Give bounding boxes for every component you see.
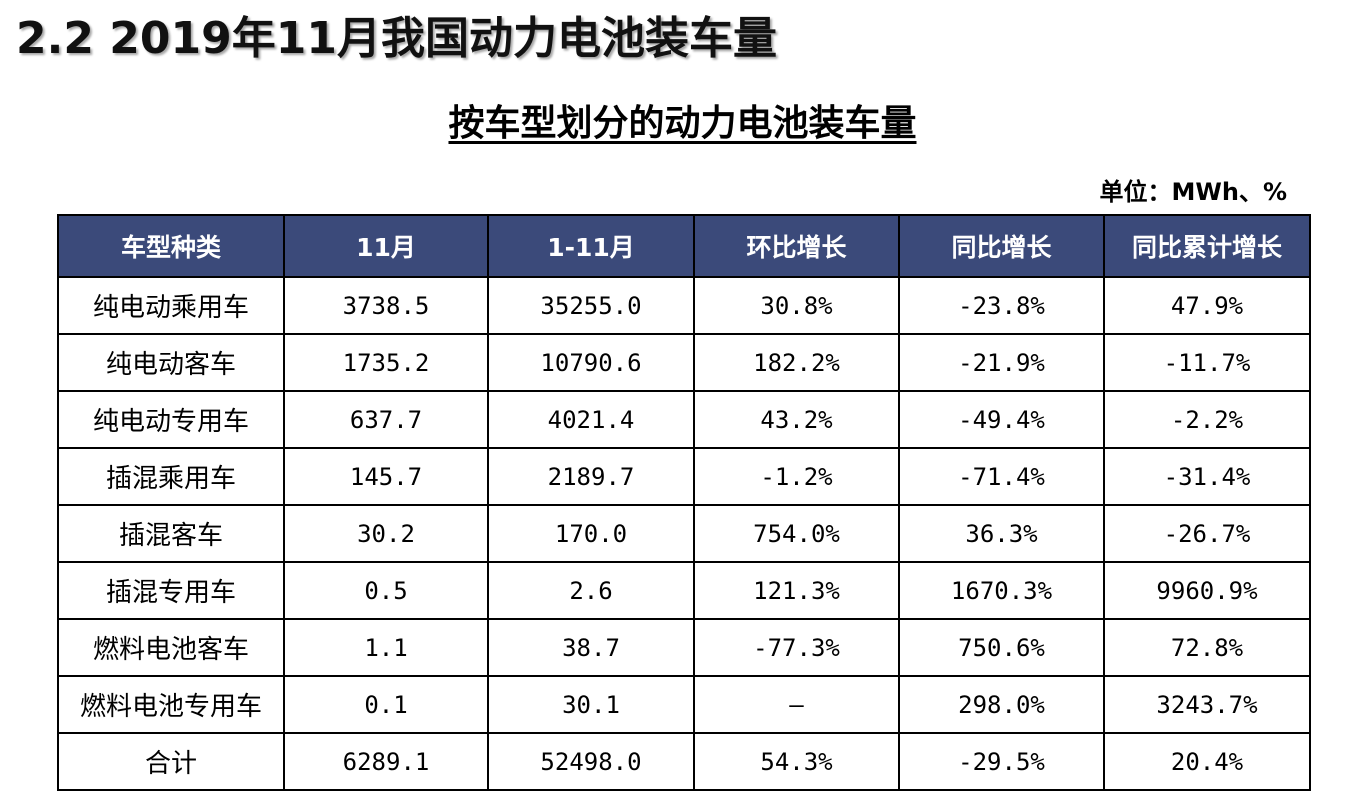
november-cell: 0.5 — [283, 561, 489, 620]
table-row: 插混专用车 0.5 2.6 121.3% 1670.3% 9960.9% — [57, 561, 1311, 620]
yoy-growth-cell: -21.9% — [898, 333, 1105, 392]
november-cell: 145.7 — [283, 447, 489, 506]
vehicle-type-cell: 纯电动乘用车 — [57, 276, 285, 335]
yoy-growth-cell: -71.4% — [898, 447, 1105, 506]
table-row: 插混乘用车 145.7 2189.7 -1.2% -71.4% -31.4% — [57, 447, 1311, 506]
jan-to-nov-total-cell: 52498.0 — [487, 732, 695, 791]
yoy-cumulative-growth-cell: -2.2% — [1103, 390, 1311, 449]
november-cell: 1735.2 — [283, 333, 489, 392]
vehicle-type-cell: 插混乘用车 — [57, 447, 285, 506]
header-november: 11月 — [283, 214, 489, 278]
table-title: 按车型划分的动力电池装车量 — [0, 98, 1345, 150]
slide-title: 2.2 2019年11月我国动力电池装车量 — [16, 13, 777, 64]
table-total-row: 合计 6289.1 52498.0 54.3% -29.5% 20.4% — [57, 732, 1311, 791]
yoy-growth-cell: 750.6% — [898, 618, 1105, 677]
yoy-cumulative-growth-cell: 9960.9% — [1103, 561, 1311, 620]
unit-label: 单位：MWh、% — [1099, 178, 1288, 206]
jan-to-nov-cell: 4021.4 — [487, 390, 695, 449]
jan-to-nov-cell: 2.6 — [487, 561, 695, 620]
mom-growth-cell: 182.2% — [693, 333, 900, 392]
header-yoy-cumulative-growth: 同比累计增长 — [1103, 214, 1311, 278]
mom-growth-cell: 30.8% — [693, 276, 900, 335]
table-row: 纯电动专用车 637.7 4021.4 43.2% -49.4% -2.2% — [57, 390, 1311, 449]
yoy-growth-cell: -49.4% — [898, 390, 1105, 449]
table-row: 纯电动乘用车 3738.5 35255.0 30.8% -23.8% 47.9% — [57, 276, 1311, 335]
table-row: 燃料电池客车 1.1 38.7 -77.3% 750.6% 72.8% — [57, 618, 1311, 677]
mom-growth-cell: 121.3% — [693, 561, 900, 620]
vehicle-type-cell: 纯电动专用车 — [57, 390, 285, 449]
mom-growth-total-cell: 54.3% — [693, 732, 900, 791]
yoy-cumulative-growth-cell: -31.4% — [1103, 447, 1311, 506]
yoy-growth-cell: 36.3% — [898, 504, 1105, 563]
november-cell: 30.2 — [283, 504, 489, 563]
table-header-row: 车型种类 11月 1-11月 环比增长 同比增长 同比累计增长 — [57, 214, 1311, 278]
battery-installation-table: 车型种类 11月 1-11月 环比增长 同比增长 同比累计增长 纯电动乘用车 3… — [57, 214, 1311, 791]
vehicle-type-cell: 燃料电池客车 — [57, 618, 285, 677]
jan-to-nov-cell: 10790.6 — [487, 333, 695, 392]
jan-to-nov-cell: 2189.7 — [487, 447, 695, 506]
yoy-growth-cell: 1670.3% — [898, 561, 1105, 620]
header-mom-growth: 环比增长 — [693, 214, 900, 278]
table-row: 插混客车 30.2 170.0 754.0% 36.3% -26.7% — [57, 504, 1311, 563]
header-vehicle-type: 车型种类 — [57, 214, 285, 278]
november-cell: 1.1 — [283, 618, 489, 677]
jan-to-nov-cell: 30.1 — [487, 675, 695, 734]
yoy-cumulative-growth-cell: 3243.7% — [1103, 675, 1311, 734]
jan-to-nov-cell: 170.0 — [487, 504, 695, 563]
yoy-cumulative-growth-cell: 72.8% — [1103, 618, 1311, 677]
table-row: 燃料电池专用车 0.1 30.1 — 298.0% 3243.7% — [57, 675, 1311, 734]
mom-growth-cell: 754.0% — [693, 504, 900, 563]
yoy-cumulative-growth-total-cell: 20.4% — [1103, 732, 1311, 791]
jan-to-nov-cell: 38.7 — [487, 618, 695, 677]
total-label-cell: 合计 — [57, 732, 285, 791]
yoy-growth-cell: 298.0% — [898, 675, 1105, 734]
yoy-cumulative-growth-cell: -26.7% — [1103, 504, 1311, 563]
table-row: 纯电动客车 1735.2 10790.6 182.2% -21.9% -11.7… — [57, 333, 1311, 392]
november-cell: 0.1 — [283, 675, 489, 734]
table-title-text: 按车型划分的动力电池装车量 — [448, 103, 917, 144]
mom-growth-cell: -1.2% — [693, 447, 900, 506]
vehicle-type-cell: 插混客车 — [57, 504, 285, 563]
jan-to-nov-cell: 35255.0 — [487, 276, 695, 335]
mom-growth-cell: 43.2% — [693, 390, 900, 449]
header-jan-to-nov: 1-11月 — [487, 214, 695, 278]
yoy-growth-total-cell: -29.5% — [898, 732, 1105, 791]
november-cell: 637.7 — [283, 390, 489, 449]
november-cell: 3738.5 — [283, 276, 489, 335]
mom-growth-cell: -77.3% — [693, 618, 900, 677]
november-total-cell: 6289.1 — [283, 732, 489, 791]
vehicle-type-cell: 燃料电池专用车 — [57, 675, 285, 734]
vehicle-type-cell: 纯电动客车 — [57, 333, 285, 392]
yoy-growth-cell: -23.8% — [898, 276, 1105, 335]
mom-growth-cell: — — [693, 675, 900, 734]
yoy-cumulative-growth-cell: 47.9% — [1103, 276, 1311, 335]
header-yoy-growth: 同比增长 — [898, 214, 1105, 278]
yoy-cumulative-growth-cell: -11.7% — [1103, 333, 1311, 392]
vehicle-type-cell: 插混专用车 — [57, 561, 285, 620]
